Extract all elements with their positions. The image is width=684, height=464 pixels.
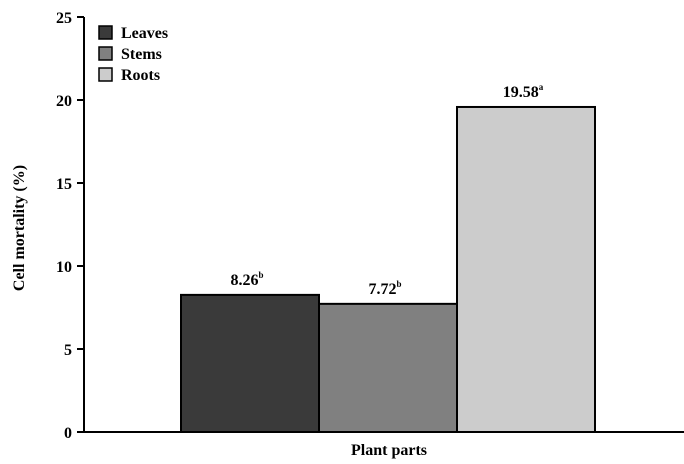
legend-swatch-stems	[98, 46, 113, 61]
x-axis-title: Plant parts	[351, 442, 427, 459]
y-axis-title: Cell mortality (%)	[11, 165, 28, 291]
y-tick-label: 0	[64, 425, 72, 442]
legend-label-stems: Stems	[121, 46, 162, 63]
legend-swatch-leaves	[98, 25, 113, 40]
data-label-roots: 19.58a	[503, 82, 544, 101]
legend-label-roots: Roots	[121, 67, 160, 84]
y-tick-label: 20	[56, 93, 72, 110]
data-label-stems: 7.72b	[368, 279, 401, 298]
legend-swatch-roots	[98, 67, 113, 82]
legend-label-leaves: Leaves	[121, 25, 168, 42]
data-label-leaves: 8.26b	[230, 270, 263, 289]
y-tick-label: 25	[56, 10, 72, 27]
y-tick-label: 5	[64, 342, 72, 359]
bar-leaves	[180, 293, 320, 433]
y-tick-label: 10	[56, 259, 72, 276]
y-tick-label: 15	[56, 176, 72, 193]
bar-stems	[318, 302, 458, 433]
bar-roots	[456, 105, 596, 434]
